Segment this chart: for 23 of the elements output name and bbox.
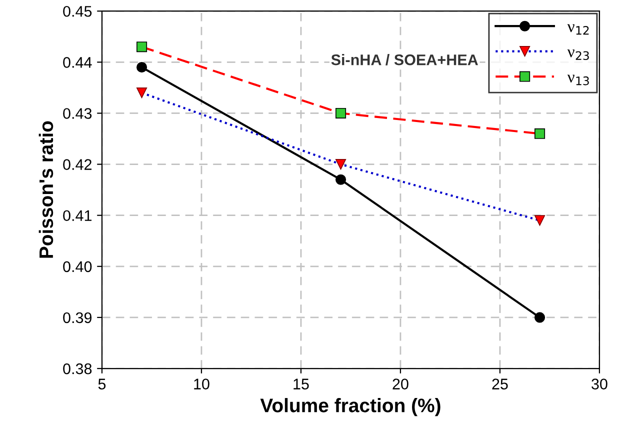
x-tick-label: 5 xyxy=(98,378,106,390)
point xyxy=(136,62,148,73)
y-tick-label: 0.41 xyxy=(63,210,92,222)
x-tick-label: 15 xyxy=(294,378,309,390)
legend-label: ν$_{12}$ xyxy=(567,24,589,35)
y-tick-label: 0.39 xyxy=(63,312,92,324)
y-axis-title: Poisson's ratio xyxy=(38,121,54,258)
y-tick-label: 0.38 xyxy=(63,363,92,374)
x-tick-label: 30 xyxy=(592,378,608,390)
x-tick-label: 10 xyxy=(194,378,210,390)
point xyxy=(335,174,346,185)
x-axis-title: Volume fraction (%) xyxy=(260,398,440,416)
legend-label: ν$_{23}$ xyxy=(567,49,589,60)
y-tick-label: 0.42 xyxy=(63,159,92,170)
x-tick-label: 25 xyxy=(492,378,508,390)
y-tick-label: 0.44 xyxy=(63,57,92,68)
point xyxy=(534,312,546,323)
y-tick-label: 0.45 xyxy=(63,6,92,17)
x-tick-label: 20 xyxy=(392,378,408,390)
y-tick-label: 0.40 xyxy=(63,261,92,272)
y-tick-label: 0.43 xyxy=(63,108,92,119)
annotation: Si-nHA / SOEA+HEA xyxy=(331,54,478,66)
legend-label: ν$_{13}$ xyxy=(567,74,589,86)
